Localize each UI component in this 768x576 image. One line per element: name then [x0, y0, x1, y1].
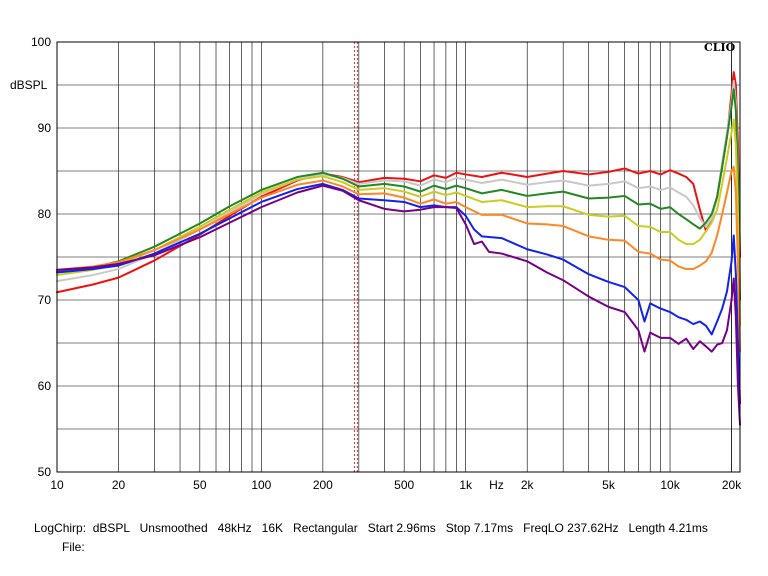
- grid: [56, 42, 740, 472]
- y-tick-label: 100: [31, 35, 51, 49]
- x-tick-label: 20k: [722, 478, 742, 492]
- y-axis-unit: dBSPL: [10, 78, 48, 92]
- x-tick-label: 1k: [459, 478, 473, 492]
- x-tick-label: 500: [394, 478, 414, 492]
- series-line-5: [56, 165, 741, 353]
- series-line-7: [56, 184, 741, 426]
- y-tick-label: 60: [38, 379, 52, 393]
- y-tick-labels: 100 90 80 70 60 50: [31, 35, 51, 479]
- series-line-6: [56, 182, 741, 405]
- y-tick-label: 50: [38, 465, 52, 479]
- y-tick-label: 70: [38, 293, 52, 307]
- measurement-settings: LogChirp: dBSPL Unsmoothed 48kHz 16K Rec…: [34, 521, 708, 535]
- x-tick-label: 50: [193, 478, 207, 492]
- x-tick-label: 200: [313, 478, 333, 492]
- x-tick-label: 2k: [521, 478, 535, 492]
- plot-frame: [56, 41, 741, 473]
- x-tick-labels: 10 20 50 100 200 500 1k 2k 5k 10k 20k Hz: [50, 478, 742, 492]
- series-lines: [56, 71, 741, 426]
- x-tick-label: 10: [50, 478, 64, 492]
- x-axis-unit: Hz: [489, 478, 504, 492]
- file-label: File:: [62, 540, 85, 554]
- y-tick-label: 90: [38, 121, 52, 135]
- clio-logo-text: CLIO: [704, 41, 736, 54]
- series-line-1: [56, 71, 741, 294]
- x-tick-label: 5k: [602, 478, 616, 492]
- series-line-3: [56, 88, 741, 301]
- y-tick-label: 80: [38, 207, 52, 221]
- series-line-4: [56, 118, 741, 327]
- x-tick-label: 100: [251, 478, 271, 492]
- x-tick-label: 10k: [660, 478, 680, 492]
- x-tick-label: 20: [112, 478, 126, 492]
